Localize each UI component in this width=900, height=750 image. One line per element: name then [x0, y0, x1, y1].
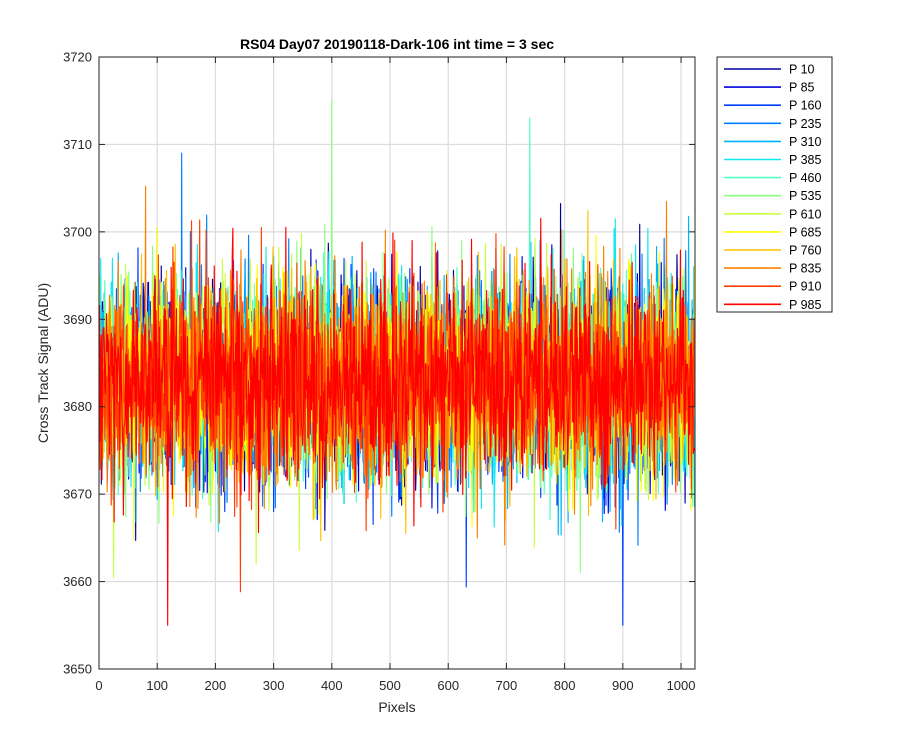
x-tick-label: 200: [205, 678, 227, 693]
y-tick-label: 3710: [63, 137, 92, 152]
x-tick-label: 500: [379, 678, 401, 693]
legend-label: P 460: [789, 171, 821, 185]
legend-label: P 760: [789, 244, 821, 258]
x-tick-label: 100: [146, 678, 168, 693]
legend-label: P 535: [789, 189, 821, 203]
x-tick-label: 400: [321, 678, 343, 693]
x-tick-label: 1000: [667, 678, 696, 693]
x-tick-label: 900: [612, 678, 634, 693]
y-tick-label: 3680: [63, 399, 92, 414]
legend-label: P 310: [789, 135, 821, 149]
legend-label: P 85: [789, 81, 815, 95]
legend-label: P 385: [789, 153, 821, 167]
x-tick-label: 600: [437, 678, 459, 693]
x-axis: 0 100 200 300 400 500 600 700 800 900 1000: [95, 57, 695, 693]
plot-frame: [98, 56, 696, 670]
legend-label: P 235: [789, 117, 821, 131]
x-tick-label: 700: [496, 678, 518, 693]
x-axis-label: Pixels: [378, 699, 415, 715]
series-line: [99, 217, 695, 626]
y-tick-label: 3690: [63, 312, 92, 327]
x-tick-label: 800: [554, 678, 576, 693]
legend-label: P 10: [789, 63, 815, 77]
chart-title: RS04 Day07 20190118-Dark-106 int time = …: [240, 36, 554, 52]
legend: P 10 P 85 P 160 P 235 P 310 P 385 P 460 P 535 P …: [716, 56, 833, 313]
y-tick-label: 3720: [63, 50, 92, 65]
x-tick-label: 0: [95, 678, 102, 693]
legend-label: P 685: [789, 225, 821, 239]
y-tick-label: 3660: [63, 574, 92, 589]
y-tick-label: 3670: [63, 487, 92, 502]
legend-box: [716, 56, 833, 313]
legend-label: P 835: [789, 262, 821, 276]
y-tick-label: 3700: [63, 224, 92, 239]
legend-label: P 985: [789, 298, 821, 312]
series-layer: [99, 100, 695, 626]
x-tick-label: 300: [263, 678, 285, 693]
legend-label: P 610: [789, 207, 821, 221]
y-axis: 3650 3660 3670 3680 3690 3700 3710 3720: [63, 50, 695, 677]
y-tick-label: 3650: [63, 662, 92, 677]
y-axis-label: Cross Track Signal (ADU): [35, 283, 51, 443]
legend-label: P 910: [789, 280, 821, 294]
legend-label: P 160: [789, 99, 821, 113]
